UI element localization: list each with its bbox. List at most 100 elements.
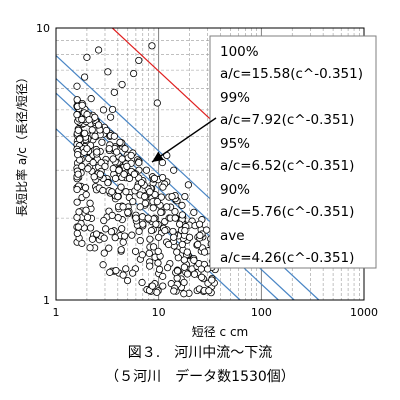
data-point bbox=[133, 183, 141, 191]
data-point bbox=[181, 192, 189, 201]
data-point bbox=[194, 240, 202, 249]
data-point bbox=[159, 272, 167, 280]
data-point bbox=[81, 73, 89, 81]
data-point bbox=[100, 249, 108, 257]
data-point bbox=[102, 225, 110, 233]
data-point bbox=[96, 170, 104, 178]
data-point bbox=[180, 263, 189, 271]
data-point bbox=[113, 148, 121, 156]
data-point bbox=[73, 185, 81, 194]
data-point bbox=[185, 233, 194, 241]
data-point bbox=[150, 174, 159, 182]
legend-entry-formula: a/c=6.52(c^-0.351) bbox=[220, 158, 354, 174]
data-point bbox=[149, 243, 158, 251]
data-point bbox=[73, 229, 81, 238]
data-point bbox=[181, 226, 189, 235]
data-point bbox=[73, 82, 81, 90]
data-point bbox=[108, 211, 116, 220]
data-point bbox=[73, 96, 81, 104]
data-point bbox=[132, 214, 140, 222]
data-point bbox=[111, 174, 120, 182]
data-point bbox=[197, 265, 205, 273]
data-point bbox=[180, 290, 188, 298]
data-point bbox=[121, 145, 129, 153]
data-point bbox=[127, 151, 135, 160]
data-point bbox=[111, 234, 119, 242]
data-point bbox=[144, 214, 152, 222]
data-point bbox=[74, 151, 82, 159]
data-point bbox=[78, 162, 86, 170]
x-tick-labels: 1 10 100 1000 bbox=[53, 306, 379, 319]
data-point bbox=[168, 192, 176, 201]
data-point bbox=[135, 158, 143, 167]
data-point bbox=[204, 265, 212, 273]
data-point bbox=[83, 213, 92, 222]
data-point bbox=[135, 227, 143, 235]
data-point bbox=[120, 170, 128, 178]
scatter-points bbox=[73, 42, 224, 298]
figure-caption-subtitle: （５河川 データ数1530個） bbox=[105, 368, 295, 385]
data-point bbox=[178, 211, 186, 219]
data-point bbox=[136, 236, 144, 245]
data-point bbox=[195, 220, 204, 228]
data-point bbox=[99, 261, 107, 269]
data-point bbox=[88, 235, 97, 243]
data-point bbox=[78, 101, 86, 109]
y-tick-label: 1 bbox=[43, 294, 50, 307]
data-point bbox=[146, 235, 154, 243]
data-point bbox=[92, 230, 101, 238]
data-point bbox=[122, 188, 130, 196]
legend-entry-formula: a/c=15.58(c^-0.351) bbox=[220, 66, 363, 82]
legend-entry-name: 95% bbox=[220, 136, 250, 152]
legend-entry-name: 90% bbox=[220, 182, 250, 198]
x-tick-label: 100 bbox=[251, 306, 272, 319]
data-point bbox=[183, 248, 191, 256]
data-point bbox=[99, 106, 108, 114]
data-point bbox=[184, 181, 192, 189]
data-point bbox=[178, 240, 186, 249]
legend-entry-formula: a/c=5.76(c^-0.351) bbox=[220, 204, 354, 220]
data-point bbox=[153, 288, 161, 296]
y-tick-labels: 1 10 bbox=[36, 22, 50, 307]
data-point bbox=[159, 183, 167, 191]
legend-entry-formula: a/c=7.92(c^-0.351) bbox=[220, 112, 354, 128]
data-point bbox=[180, 256, 188, 264]
data-point bbox=[82, 191, 90, 199]
data-point bbox=[87, 224, 95, 232]
data-point bbox=[157, 193, 165, 201]
data-point bbox=[165, 240, 173, 249]
y-axis-label: 長短比率 a/c（長径/短径） bbox=[14, 71, 29, 217]
data-point bbox=[176, 220, 184, 228]
x-axis-label: 短径 c cm bbox=[192, 325, 249, 339]
data-point bbox=[135, 56, 143, 65]
data-point bbox=[190, 208, 198, 216]
data-point bbox=[171, 214, 179, 222]
data-point bbox=[130, 69, 138, 78]
data-point bbox=[119, 238, 127, 246]
data-point bbox=[146, 262, 154, 270]
data-point bbox=[154, 247, 162, 255]
data-point bbox=[78, 115, 86, 124]
data-point bbox=[85, 116, 93, 124]
data-point bbox=[131, 247, 140, 255]
data-point bbox=[148, 42, 156, 50]
data-point bbox=[119, 271, 127, 279]
data-point bbox=[74, 170, 82, 178]
data-point bbox=[109, 155, 117, 163]
data-point bbox=[198, 273, 206, 281]
data-point bbox=[169, 227, 177, 236]
data-point bbox=[107, 228, 116, 236]
x-tick-label: 10 bbox=[152, 306, 166, 319]
data-point bbox=[105, 145, 113, 153]
data-point bbox=[118, 225, 126, 233]
x-tick-label: 1000 bbox=[350, 306, 378, 319]
data-point bbox=[138, 251, 146, 259]
data-point bbox=[161, 226, 169, 235]
data-point bbox=[98, 138, 106, 146]
data-point bbox=[91, 132, 99, 140]
data-point bbox=[101, 162, 109, 170]
data-point bbox=[87, 95, 95, 103]
data-point bbox=[139, 220, 147, 228]
data-point bbox=[86, 199, 94, 207]
